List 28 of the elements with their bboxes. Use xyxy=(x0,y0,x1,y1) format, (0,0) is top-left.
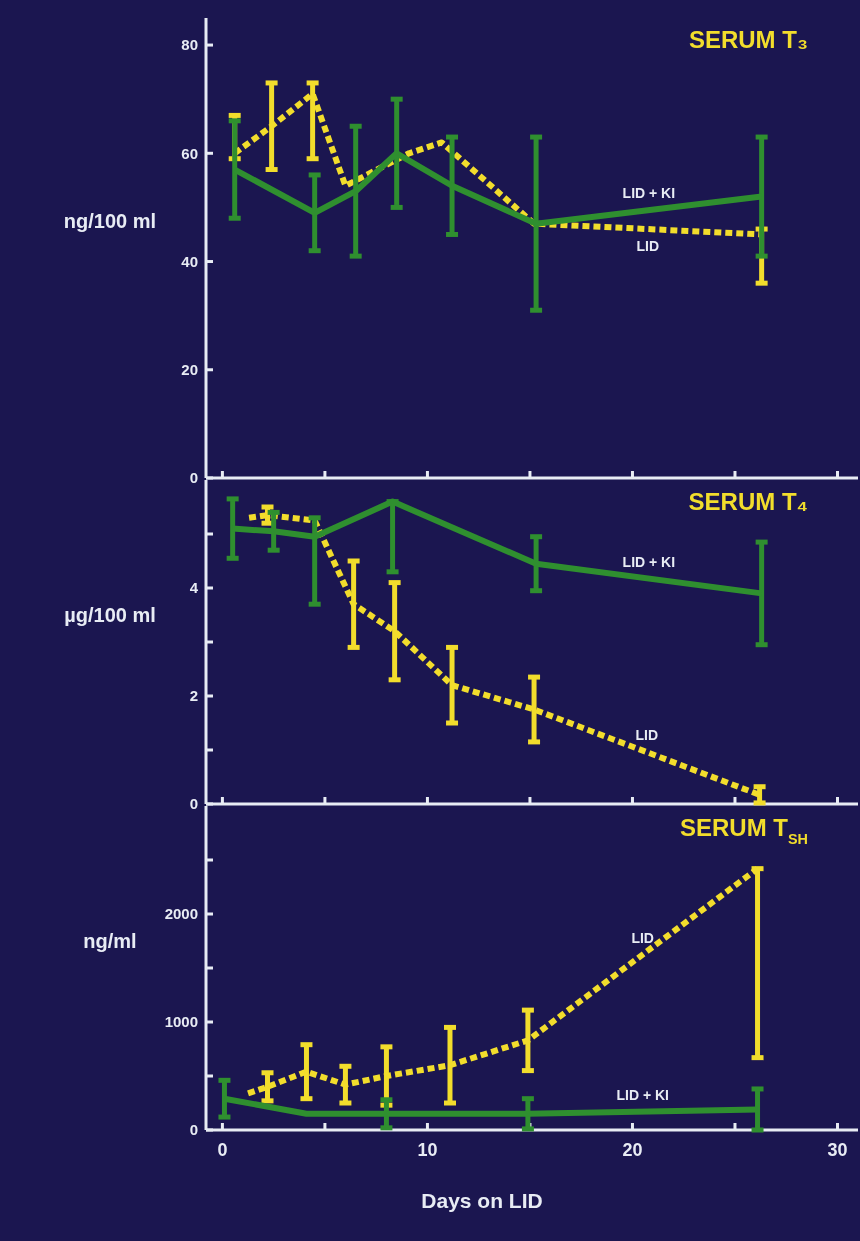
y-tick-label: 0 xyxy=(189,1121,198,1139)
y-tick-label: 60 xyxy=(181,144,198,162)
y-axis-title: ng/ml xyxy=(83,930,137,952)
series-label: LID xyxy=(635,727,659,744)
series-label: LID + KI xyxy=(622,553,676,570)
y-tick-label: 40 xyxy=(181,252,198,270)
x-tick-label: 30 xyxy=(827,1140,848,1160)
y-tick-label: 80 xyxy=(181,36,198,54)
y-tick-label: 0 xyxy=(189,795,198,813)
x-tick-label: 10 xyxy=(417,1140,438,1160)
series-label: LID xyxy=(636,238,660,255)
chart-title: SERUM T₄ xyxy=(688,488,808,515)
y-axis-title: µg/100 ml xyxy=(64,604,156,626)
text: SERUM T$_{SH}$ xyxy=(680,814,808,847)
series-label: LID + KI xyxy=(616,1086,669,1103)
y-axis-title: ng/100 ml xyxy=(63,210,157,232)
series-label: LID xyxy=(631,929,654,946)
chart-title: SERUM T₃ xyxy=(688,26,808,53)
x-tick-label: 20 xyxy=(622,1140,643,1160)
y-tick-label: 2000 xyxy=(164,905,198,923)
x-tick-label: 0 xyxy=(217,1140,228,1160)
y-tick-label: 4 xyxy=(189,579,199,597)
y-tick-label: 0 xyxy=(189,469,198,487)
y-tick-label: 2 xyxy=(189,687,198,705)
series-label: LID + KI xyxy=(622,185,676,202)
y-tick-label: 20 xyxy=(181,361,198,379)
x-axis-title: Days on LID xyxy=(421,1189,543,1212)
y-tick-label: 1000 xyxy=(164,1013,198,1031)
